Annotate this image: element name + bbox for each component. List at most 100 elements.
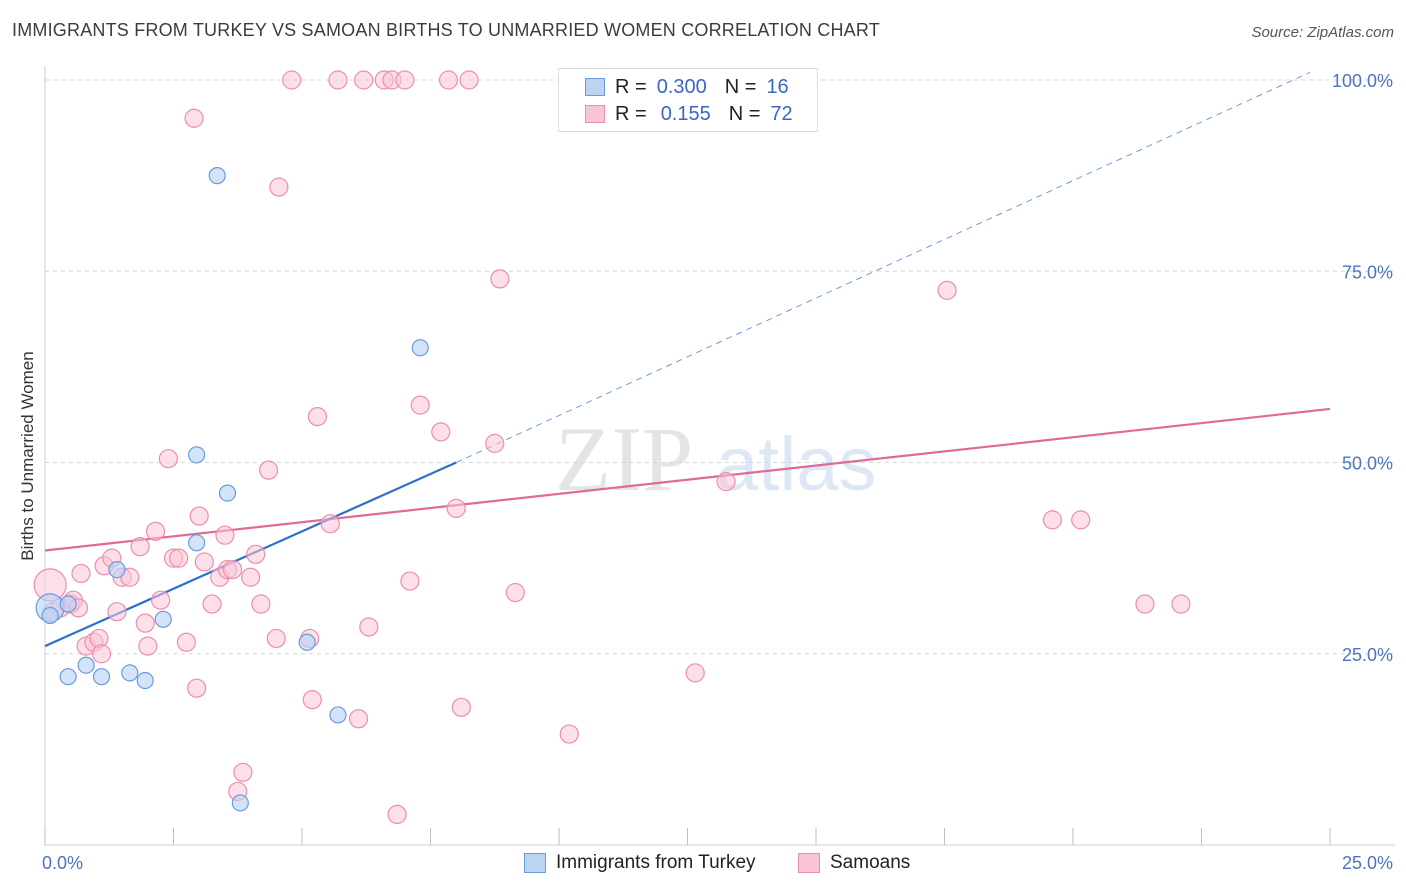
samoan-point (282, 70, 302, 90)
samoan-point (151, 590, 171, 610)
y-tick-label: 100.0% (1332, 71, 1393, 91)
samoan-point (451, 697, 471, 717)
samoan-point (328, 70, 348, 90)
samoan-point (189, 506, 209, 526)
samoan-point (490, 269, 510, 289)
samoan-point (438, 70, 459, 90)
y-tick-label: 75.0% (1342, 262, 1393, 282)
legend-r-label: R = (615, 102, 647, 125)
turkey-point (77, 656, 95, 674)
samoan-point (135, 613, 155, 633)
x-tick-label: 25.0% (1342, 853, 1393, 873)
samoan-point (251, 594, 271, 614)
turkey-point (411, 339, 429, 357)
turkey-point (188, 446, 206, 464)
series-legend: Immigrants from Turkey Samoans (0, 852, 1406, 878)
series-swatch-pink (798, 853, 820, 873)
tick-labels: 25.0% 50.0% 75.0% 100.0% 0.0% 25.0% (42, 71, 1393, 873)
turkey-point (108, 560, 126, 579)
trend-lines (44, 71, 1331, 648)
turkey-point (329, 706, 347, 724)
legend-swatch-pink (585, 105, 605, 123)
turkey-point (298, 633, 316, 651)
samoan-point (215, 525, 235, 545)
turkey-point (121, 664, 139, 682)
legend-r-value: 0.155 (660, 102, 711, 125)
watermark: ZIP atlas (555, 408, 877, 510)
legend-n-value: 72 (770, 102, 793, 125)
legend-row-turkey: R = 0.300 N = 16 (585, 75, 789, 99)
axes (44, 66, 1395, 846)
samoan-point (169, 548, 189, 568)
legend-n-label: N = (724, 75, 757, 98)
y-tick-label: 50.0% (1342, 454, 1393, 474)
legend-n-label: N = (728, 102, 761, 125)
turkey-point (188, 534, 206, 552)
samoan-point (176, 632, 196, 652)
turkey-point (41, 606, 59, 625)
samoan-point (91, 644, 112, 664)
samoan-point (348, 709, 369, 729)
samoan-point (359, 617, 379, 637)
samoan-point (685, 663, 705, 683)
watermark-zip: ZIP (555, 408, 693, 510)
samoan-point (187, 678, 207, 698)
samoan-point (302, 690, 322, 710)
legend-n-value: 16 (766, 75, 789, 98)
data-points (33, 70, 1191, 825)
watermark-atlas: atlas (716, 422, 877, 507)
turkey-point (208, 167, 226, 185)
samoan-trend-line (44, 407, 1331, 552)
source-label: Source: ZipAtlas.com (1251, 24, 1394, 41)
samoan-point (223, 559, 243, 580)
samoan-point (716, 472, 736, 492)
turkey-point (59, 595, 77, 613)
samoan-point (202, 594, 222, 614)
series-legend-turkey: Immigrants from Turkey (524, 852, 756, 874)
samoan-point (1171, 594, 1191, 614)
legend-row-samoans: R = 0.155 N = 72 (585, 102, 793, 126)
stats-legend: R = 0.300 N = 16 R = 0.155 N = 72 (558, 68, 818, 132)
chart-title: IMMIGRANTS FROM TURKEY VS SAMOAN BIRTHS … (12, 20, 880, 40)
samoan-point (937, 280, 957, 300)
samoan-point (258, 460, 279, 480)
samoan-point (1135, 594, 1155, 614)
samoan-point (320, 514, 340, 534)
samoan-point (485, 433, 505, 453)
samoan-point (354, 70, 374, 90)
series-label-samoans: Samoans (830, 852, 911, 873)
samoan-point (107, 602, 127, 622)
legend-r-value: 0.300 (656, 75, 707, 98)
samoan-point (446, 498, 466, 518)
samoan-point (387, 804, 407, 825)
turkey-point (154, 610, 172, 628)
samoan-point (431, 422, 451, 442)
samoan-point (145, 521, 166, 541)
samoan-point (130, 537, 150, 557)
grid-lines (45, 79, 1395, 655)
turkey-point (92, 668, 111, 686)
legend-r-label: R = (615, 75, 647, 98)
samoan-point (1071, 510, 1091, 530)
y-tick-label: 25.0% (1342, 645, 1393, 665)
samoan-point (233, 762, 253, 782)
samoan-point (241, 567, 261, 587)
legend-swatch-blue (585, 78, 605, 96)
x-tick-label: 0.0% (42, 853, 83, 873)
samoan-point (269, 177, 289, 197)
series-label-turkey: Immigrants from Turkey (556, 852, 756, 873)
samoan-point (246, 544, 266, 564)
samoan-point (266, 628, 286, 649)
series-swatch-blue (524, 853, 546, 873)
turkey-point (218, 484, 237, 502)
turkey-point (136, 671, 154, 690)
samoan-point (459, 70, 479, 90)
turkey-point (59, 668, 77, 686)
samoan-point (400, 571, 420, 591)
samoan-point (1042, 510, 1063, 530)
samoan-point (138, 636, 158, 656)
samoan-point (395, 70, 415, 90)
samoan-point (505, 582, 525, 603)
turkey-trend-extension (455, 71, 1311, 463)
